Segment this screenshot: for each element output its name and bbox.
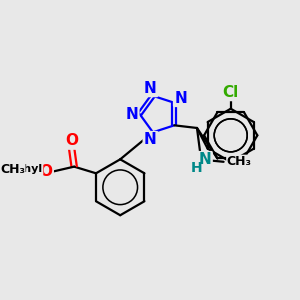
Text: Cl: Cl	[223, 85, 239, 100]
Text: N: N	[144, 81, 157, 96]
Text: O: O	[65, 133, 78, 148]
Text: CH₃: CH₃	[0, 163, 25, 176]
Text: N: N	[174, 91, 187, 106]
Text: N: N	[199, 152, 211, 167]
Text: H: H	[190, 161, 202, 175]
Text: N: N	[125, 106, 138, 122]
Text: N: N	[144, 132, 157, 147]
Text: O: O	[39, 164, 52, 179]
Text: methyl: methyl	[0, 164, 42, 174]
Text: CH₃: CH₃	[227, 155, 252, 168]
